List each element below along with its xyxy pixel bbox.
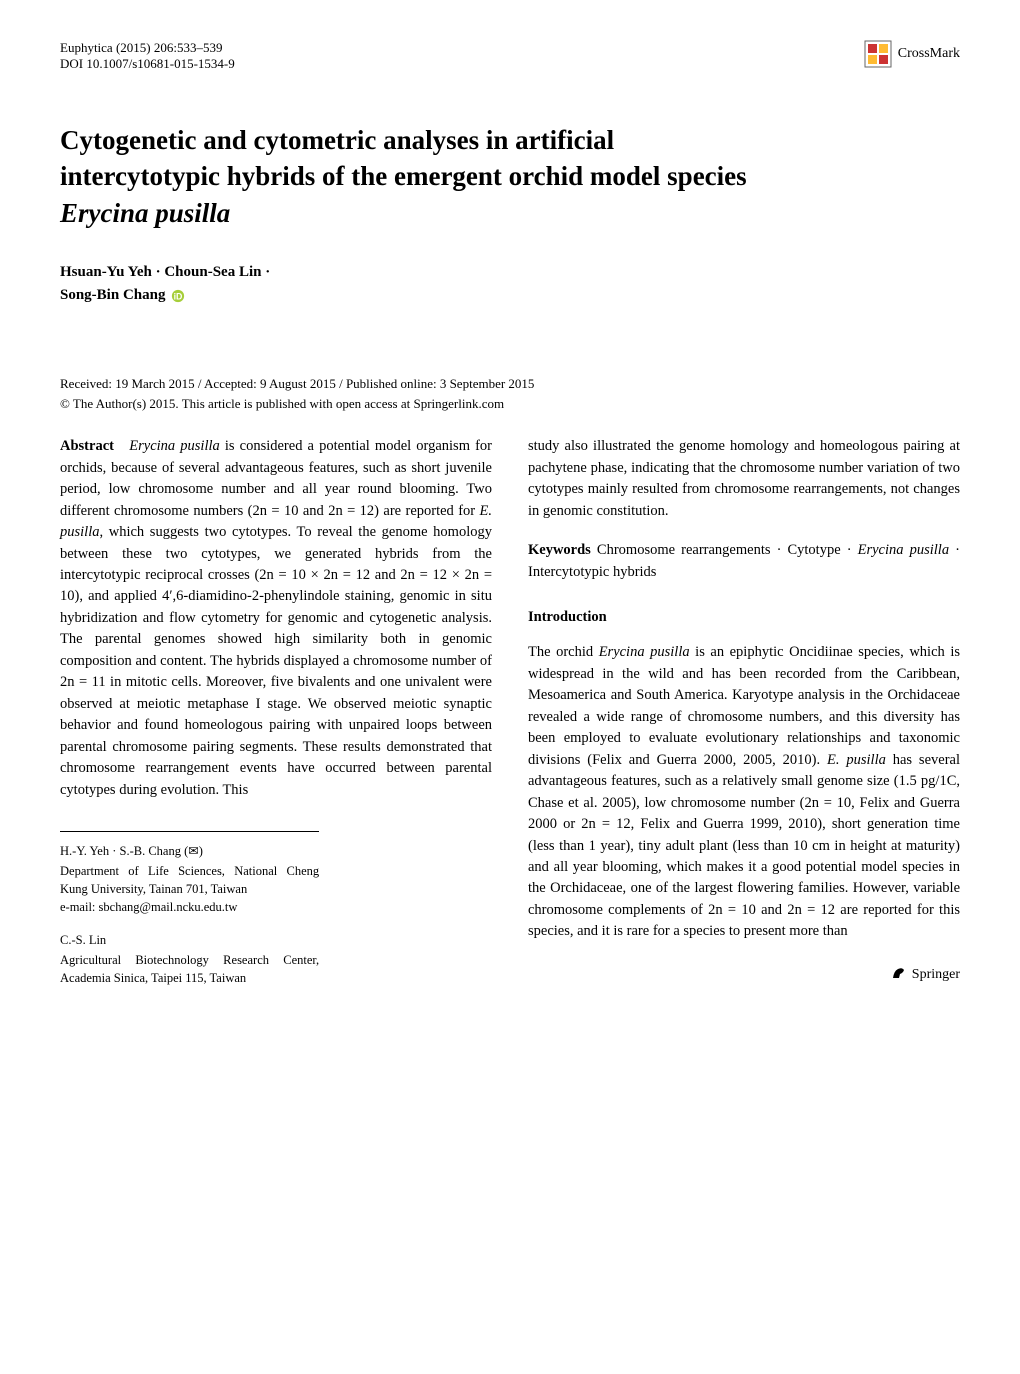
abstract-continuation: study also illustrated the genome homolo… bbox=[528, 436, 960, 522]
right-column: study also illustrated the genome homolo… bbox=[528, 436, 960, 988]
abstract-text-2: , which suggests two cytotypes. To revea… bbox=[60, 524, 492, 797]
authors: Hsuan-Yu Yeh · Choun-Sea Lin · Song-Bin … bbox=[60, 261, 960, 306]
springer-label: Springer bbox=[912, 965, 960, 986]
abstract-text-1: is considered a potential model organism… bbox=[60, 438, 492, 518]
keywords-pre: Chromosome rearrangements · Cytotype · bbox=[591, 542, 858, 558]
intro-species-2: E. pusilla bbox=[827, 752, 886, 768]
springer-horse-icon bbox=[890, 963, 908, 989]
keywords-species: Erycina pusilla bbox=[858, 542, 949, 558]
page-header: Euphytica (2015) 206:533–539 DOI 10.1007… bbox=[60, 40, 960, 72]
abstract-label: Abstract bbox=[60, 438, 114, 454]
two-column-body: Abstract Erycina pusilla is considered a… bbox=[60, 436, 960, 988]
keywords-paragraph: Keywords Chromosome rearrangements · Cyt… bbox=[528, 540, 960, 583]
abstract-paragraph: Abstract Erycina pusilla is considered a… bbox=[60, 436, 492, 801]
springer-logo: Springer bbox=[528, 963, 960, 989]
affiliation-1-dept: Department of Life Sciences, National Ch… bbox=[60, 862, 319, 898]
copyright: © The Author(s) 2015. This article is pu… bbox=[60, 396, 960, 412]
article-dates: Received: 19 March 2015 / Accepted: 9 Au… bbox=[60, 376, 960, 392]
affiliation-1-email: e-mail: sbchang@mail.ncku.edu.tw bbox=[60, 898, 319, 916]
crossmark-icon bbox=[864, 40, 892, 68]
intro-mid-2: has several advantageous features, such … bbox=[528, 752, 960, 940]
title-line1: Cytogenetic and cytometric analyses in a… bbox=[60, 125, 614, 155]
doi-line: DOI 10.1007/s10681-015-1534-9 bbox=[60, 56, 864, 72]
intro-pre: The orchid bbox=[528, 644, 599, 660]
abstract-species: Erycina pusilla bbox=[129, 438, 219, 454]
affiliations: H.-Y. Yeh · S.-B. Chang (✉) Department o… bbox=[60, 831, 319, 987]
intro-species-1: Erycina pusilla bbox=[599, 644, 690, 660]
authors-line2: Song-Bin Chang bbox=[60, 287, 165, 303]
left-column: Abstract Erycina pusilla is considered a… bbox=[60, 436, 492, 988]
introduction-paragraph: The orchid Erycina pusilla is an epiphyt… bbox=[528, 642, 960, 942]
intro-mid-1: is an epiphytic Oncidiinae species, whic… bbox=[528, 644, 960, 767]
article-title: Cytogenetic and cytometric analyses in a… bbox=[60, 122, 960, 231]
title-species: Erycina pusilla bbox=[60, 198, 230, 228]
keywords-label: Keywords bbox=[528, 542, 591, 558]
orcid-icon[interactable]: iD bbox=[171, 288, 185, 302]
crossmark-label: CrossMark bbox=[898, 46, 960, 62]
affiliation-1-authors: H.-Y. Yeh · S.-B. Chang (✉) bbox=[60, 842, 319, 860]
affiliation-2-authors: C.-S. Lin bbox=[60, 931, 319, 949]
journal-info: Euphytica (2015) 206:533–539 DOI 10.1007… bbox=[60, 40, 864, 72]
svg-text:iD: iD bbox=[174, 292, 183, 302]
introduction-heading: Introduction bbox=[528, 607, 960, 628]
journal-line: Euphytica (2015) 206:533–539 bbox=[60, 40, 864, 56]
crossmark-badge[interactable]: CrossMark bbox=[864, 40, 960, 68]
title-line2: intercytotypic hybrids of the emergent o… bbox=[60, 161, 747, 191]
authors-line1: Hsuan-Yu Yeh · Choun-Sea Lin · bbox=[60, 264, 270, 280]
affiliation-2-dept: Agricultural Biotechnology Research Cent… bbox=[60, 951, 319, 987]
